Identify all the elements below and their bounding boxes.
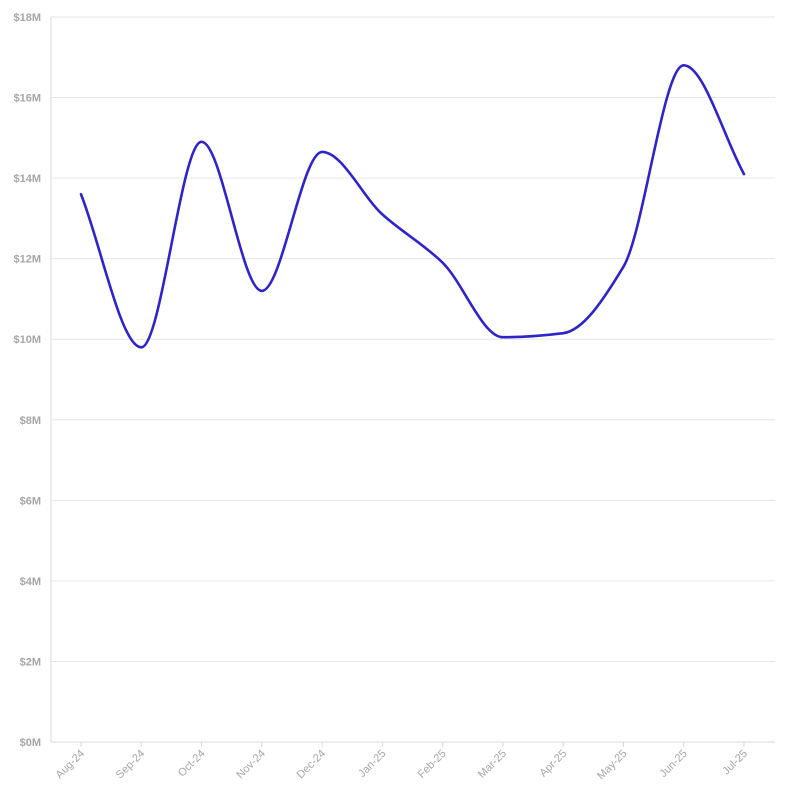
x-tick-label: Apr-25 xyxy=(537,748,569,780)
data-point[interactable] xyxy=(196,136,208,148)
data-point[interactable] xyxy=(437,257,449,269)
data-point[interactable] xyxy=(617,261,629,273)
x-tick-label: May-25 xyxy=(595,748,629,782)
data-point[interactable] xyxy=(316,146,328,158)
data-point[interactable] xyxy=(135,341,147,353)
x-tick-label: Jun-25 xyxy=(658,748,690,780)
y-tick-label: $8M xyxy=(20,415,41,427)
data-point[interactable] xyxy=(256,285,268,297)
y-tick-label: $12M xyxy=(13,254,41,266)
x-tick-label: Sep-24 xyxy=(114,748,148,782)
x-tick-label: Aug-24 xyxy=(54,748,88,782)
label-layer: $0M $2M $4M $6M $8M $10M $12M $14M $16M $18M Aug-2… xyxy=(13,12,750,782)
data-point[interactable] xyxy=(738,168,750,180)
grid-layer xyxy=(51,16,775,743)
x-tick-label: Feb-25 xyxy=(416,748,449,781)
data-point[interactable] xyxy=(678,59,690,71)
series-line xyxy=(79,64,746,349)
series-layer xyxy=(75,59,750,353)
data-point[interactable] xyxy=(557,327,569,339)
data-point[interactable] xyxy=(497,331,509,343)
data-point[interactable] xyxy=(376,208,388,220)
x-tick-label: Dec-24 xyxy=(295,748,329,782)
x-tick-label: Nov-24 xyxy=(234,748,268,782)
y-tick-label: $0M xyxy=(20,737,41,749)
y-tick-label: $14M xyxy=(13,173,41,185)
x-tick-label: Jan-25 xyxy=(356,748,388,780)
y-tick-label: $6M xyxy=(20,495,41,507)
data-point[interactable] xyxy=(75,188,87,200)
x-tick-label: Oct-24 xyxy=(176,748,208,780)
y-tick-label: $2M xyxy=(20,656,41,668)
axis-layer xyxy=(50,17,745,747)
y-tick-label: $16M xyxy=(13,93,41,105)
y-tick-label: $18M xyxy=(13,12,41,24)
y-tick-label: $10M xyxy=(13,334,41,346)
y-tick-label: $4M xyxy=(20,576,41,588)
x-tick-label: Mar-25 xyxy=(476,748,509,781)
x-tick-label: Jul-25 xyxy=(720,748,750,778)
